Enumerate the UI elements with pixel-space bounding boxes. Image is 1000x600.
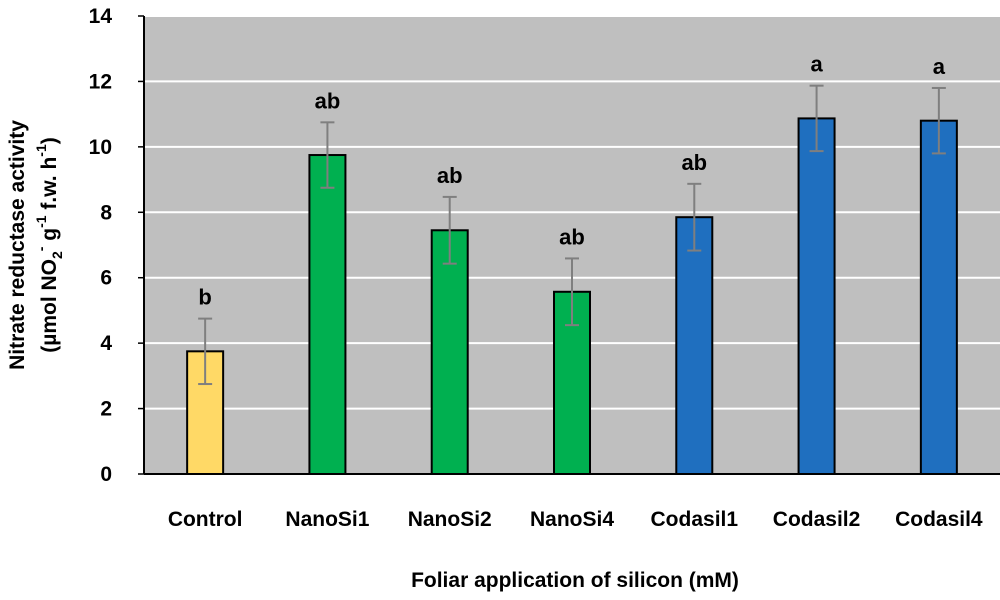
significance-label: a	[810, 52, 823, 77]
x-tick-label: Codasil2	[773, 508, 861, 531]
y-unit-sup1: -	[33, 246, 49, 251]
y-unit-mid: g	[38, 228, 61, 247]
bar-codasil4	[919, 119, 958, 476]
y-tick-label: 2	[100, 398, 112, 421]
error-bar-nanosi1	[320, 121, 335, 189]
error-bar-nanosi2	[442, 195, 457, 265]
y-unit-sup3: -1	[33, 144, 49, 157]
x-tick-label: Control	[168, 508, 243, 531]
y-tick-label: 0	[100, 463, 112, 486]
significance-label: a	[933, 54, 946, 79]
error-bar-codasil2	[809, 84, 824, 153]
y-tick-label: 6	[100, 267, 112, 290]
significance-label: ab	[681, 150, 707, 175]
y-tick-label: 10	[89, 136, 112, 159]
bar-nanosi1	[308, 154, 347, 476]
y-unit-sup2: -1	[33, 215, 49, 228]
x-tick-labels: Control NanoSi1 NanoSi2 NanoSi4 Codasil1 Coda…	[168, 508, 983, 531]
error-bar-control	[198, 317, 213, 386]
significance-label: b	[198, 285, 211, 310]
y-axis-title-line2: (µmol NO2- g-1 f.w. h-1)	[33, 137, 65, 353]
error-bars	[198, 84, 946, 386]
x-tick-label: NanoSi2	[408, 508, 492, 531]
significance-labels: b ab ab ab ab a a	[198, 52, 945, 310]
y-unit-pre: (µmol NO	[38, 259, 61, 353]
x-axis-title: Foliar application of silicon (mM)	[411, 569, 739, 592]
y-tick-label: 8	[100, 201, 112, 224]
y-unit-mid2: f.w. h	[38, 157, 61, 216]
y-axis-title: Nitrate reductase activity (µmol NO2- g-…	[6, 120, 65, 370]
y-tick-label: 14	[89, 5, 113, 28]
y-tick-label: 12	[89, 70, 112, 93]
y-tick-label: 4	[100, 332, 112, 355]
significance-label: ab	[559, 224, 585, 249]
y-unit-sub: 2	[49, 251, 65, 259]
x-tick-label: Codasil4	[895, 508, 983, 531]
bar-nanosi2	[430, 229, 469, 475]
x-tick-label: Codasil1	[651, 508, 739, 531]
y-unit-post: )	[38, 137, 61, 144]
y-axis-title-line1: Nitrate reductase activity	[6, 120, 29, 370]
x-tick-label: NanoSi4	[530, 508, 614, 531]
y-tick-labels: 0 2 4 6 8 10 12 14	[89, 5, 144, 486]
error-bar-codasil4	[931, 86, 946, 155]
significance-label: ab	[315, 88, 341, 113]
error-bar-codasil1	[687, 182, 702, 252]
error-bar-nanosi4	[565, 257, 579, 327]
bar-codasil1	[675, 216, 714, 475]
bar-codasil2	[797, 117, 836, 475]
x-tick-label: NanoSi1	[285, 508, 369, 531]
significance-label: ab	[437, 163, 463, 188]
